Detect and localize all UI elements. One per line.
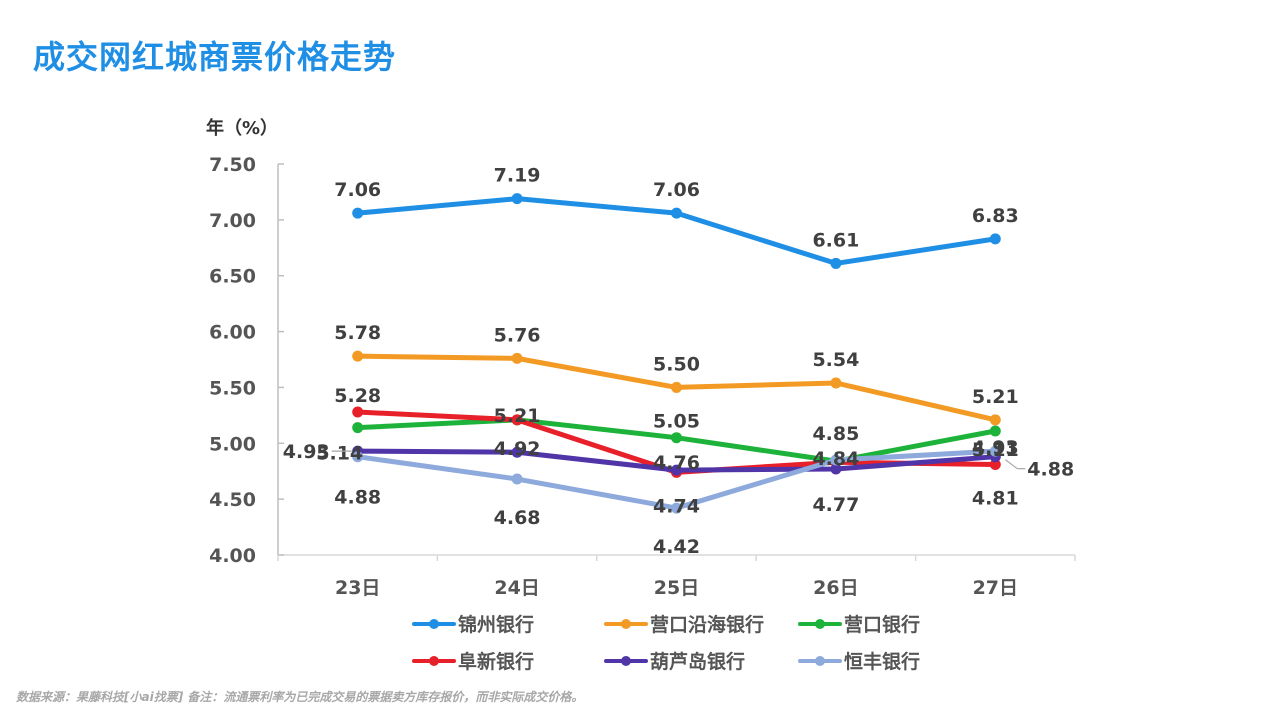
data-label: 5.78 (334, 322, 381, 344)
legend-swatch-icon (604, 654, 648, 668)
data-point (511, 193, 523, 205)
data-point (989, 233, 1001, 245)
legend-item: 营口沿海银行 (604, 610, 764, 637)
data-label: 4.42 (653, 536, 700, 558)
y-tick-label: 7.50 (209, 154, 256, 176)
data-label: 5.54 (812, 349, 859, 371)
data-label: 5.05 (653, 411, 700, 433)
y-tick-label: 6.00 (209, 322, 256, 344)
y-tick-label: 5.00 (209, 433, 256, 455)
x-tick-label: 26日 (813, 577, 858, 599)
data-label: 4.76 (653, 452, 700, 474)
data-point (511, 446, 523, 458)
data-point (830, 454, 842, 466)
legend-label: 营口沿海银行 (650, 614, 765, 636)
data-point (352, 406, 364, 418)
data-label: 4.88 (334, 487, 381, 509)
data-label: 4.92 (494, 438, 541, 460)
data-point (989, 445, 1001, 457)
data-label: 5.21 (972, 386, 1019, 408)
data-label: 4.81 (972, 488, 1019, 510)
data-point (352, 451, 364, 463)
source-note: 数据来源：果藤科技[小ai找票] 备注：流通票利率为已完成交易的票据卖方库存报价… (16, 690, 584, 704)
data-point (671, 381, 682, 393)
data-point (352, 207, 364, 219)
data-label: 4.74 (653, 495, 700, 517)
data-label: 4.85 (812, 423, 859, 445)
data-label: 5.11 (972, 439, 1019, 461)
data-label: 4.93 (972, 437, 1019, 459)
data-label: 4.88 (1027, 459, 1074, 481)
data-point (511, 352, 523, 364)
legend-swatch-icon (412, 654, 456, 668)
data-point (989, 459, 1001, 471)
y-tick-label: 6.50 (209, 266, 256, 288)
legend-item: 营口银行 (798, 610, 920, 637)
chart-data-labels: 7.06 7.19 7.06 6.61 6.83 5.78 5.76 5.50 5.54 5.21… (283, 165, 1074, 558)
leader-line (1004, 459, 1018, 470)
data-label: 4.68 (494, 507, 541, 529)
legend-label: 恒丰银行 (844, 651, 921, 673)
x-tick-label: 27日 (973, 577, 1018, 599)
legend-item: 锦州银行 (412, 610, 534, 637)
data-point (671, 207, 682, 219)
data-label: 6.61 (812, 229, 859, 251)
chart-axes: 4.00 4.50 5.00 5.50 6.00 6.50 7.00 7.50 23日 24日 25… (209, 154, 1076, 599)
data-label: 5.14 (316, 443, 363, 465)
data-label: 5.28 (334, 385, 381, 407)
legend-swatch-icon (798, 654, 842, 668)
data-label: 6.83 (972, 205, 1019, 227)
data-label: 4.77 (812, 494, 859, 516)
legend-item: 阜新银行 (412, 647, 534, 674)
y-tick-label: 4.50 (209, 489, 256, 511)
x-tick-label: 25日 (654, 577, 699, 599)
data-label: 4.84 (812, 448, 859, 470)
data-label: 7.19 (494, 165, 541, 187)
y-tick-label: 5.50 (209, 377, 256, 399)
data-point (830, 463, 842, 475)
data-point (511, 414, 523, 426)
data-point (989, 425, 1001, 437)
data-label: 5.21 (494, 405, 541, 427)
page-title: 成交网红城商票价格走势 (33, 38, 397, 76)
data-label: 7.06 (653, 179, 700, 201)
data-label: 7.06 (334, 179, 381, 201)
legend-label: 锦州银行 (458, 614, 535, 636)
x-tick-label: 24日 (494, 577, 539, 599)
data-point (830, 257, 842, 269)
legend-item: 葫芦岛银行 (604, 647, 745, 674)
x-tick-label: 23日 (335, 577, 380, 599)
legend-swatch-icon (412, 617, 456, 631)
data-point (671, 464, 682, 476)
data-label: 5.76 (494, 324, 541, 346)
legend-swatch-icon (798, 617, 842, 631)
data-point (989, 414, 1001, 426)
y-axis-unit-label: 年（%） (206, 117, 278, 139)
data-point (830, 377, 842, 389)
data-point (511, 473, 523, 485)
legend-swatch-icon (604, 617, 648, 631)
y-tick-label: 7.00 (209, 210, 256, 232)
data-point (671, 502, 682, 514)
data-point (352, 350, 364, 362)
data-point (352, 422, 364, 434)
legend-label: 阜新银行 (458, 651, 535, 673)
legend-label: 营口银行 (844, 614, 921, 636)
y-tick-label: 4.00 (209, 545, 256, 567)
data-label: 4.93 (283, 441, 330, 463)
legend-label: 葫芦岛银行 (650, 651, 746, 673)
data-point (671, 432, 682, 444)
data-label: 5.50 (653, 353, 700, 375)
legend-item: 恒丰银行 (798, 647, 920, 674)
chart-series (352, 193, 1001, 514)
